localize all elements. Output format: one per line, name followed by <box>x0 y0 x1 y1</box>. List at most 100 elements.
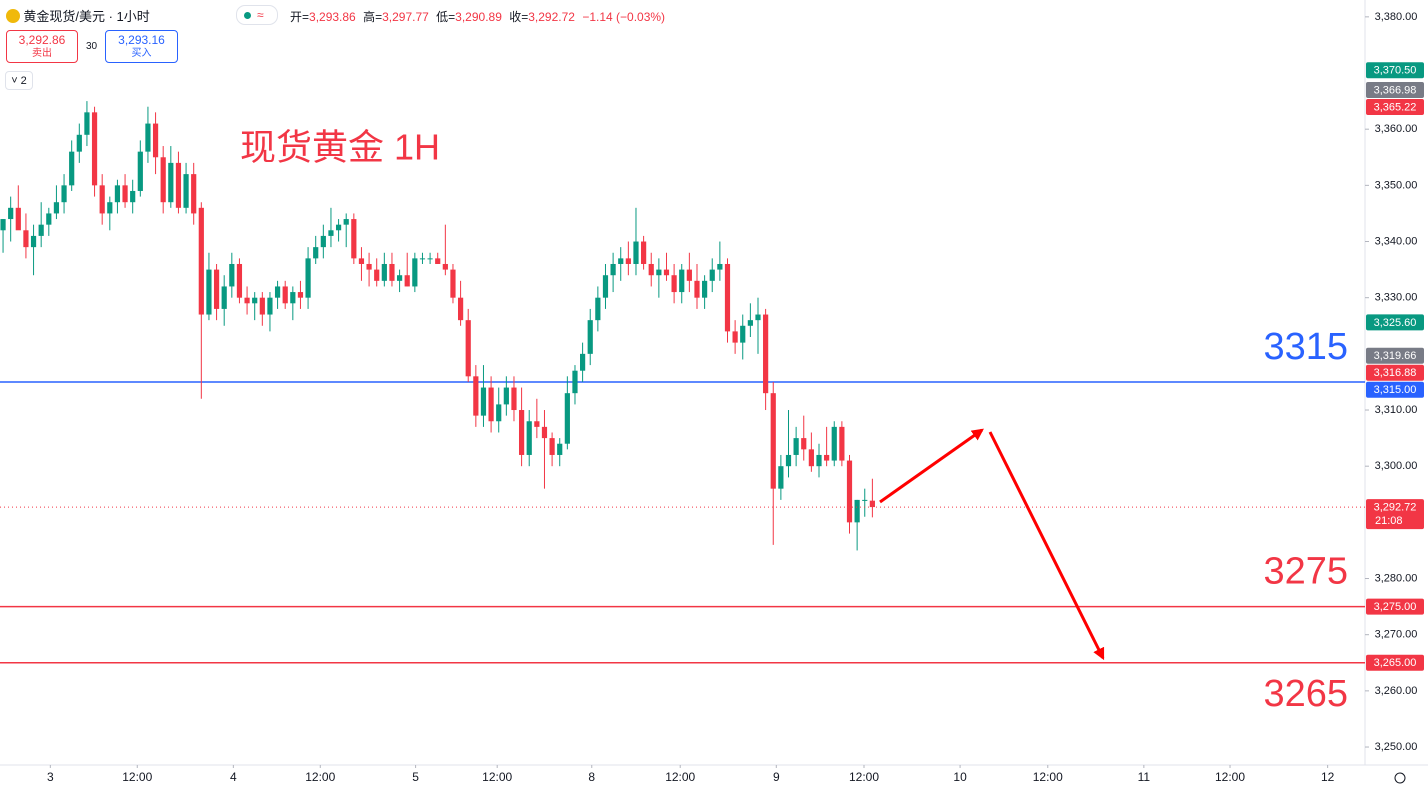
candle-body <box>84 112 90 135</box>
candle-body <box>213 269 220 309</box>
price-tag-label: 3,370.50 <box>1374 65 1417 77</box>
ohlc-label: 低= <box>436 10 456 24</box>
x-tick-label: 10 <box>953 770 967 784</box>
candle-body <box>252 297 258 304</box>
candle-body <box>53 202 60 214</box>
candle-body <box>473 376 479 416</box>
x-tick-label: 12:00 <box>305 770 335 784</box>
price-tag-label: 3,275.00 <box>1374 601 1417 613</box>
candle-body <box>358 258 365 264</box>
candle-body <box>38 224 44 236</box>
price-tag-label: 3,325.60 <box>1374 317 1417 329</box>
price-tag <box>1366 81 1424 98</box>
status-dot <box>244 12 251 19</box>
candle-body <box>122 185 128 203</box>
x-tick-label: 12:00 <box>1033 770 1063 784</box>
candle-body <box>755 314 761 321</box>
candle-body <box>221 286 227 309</box>
x-tick-label: 3 <box>47 770 54 784</box>
candle-body <box>91 112 98 186</box>
candle-body <box>15 207 21 231</box>
candle-body <box>534 421 540 427</box>
candle-body <box>130 190 136 203</box>
ohlc-label: 开= <box>290 10 310 24</box>
candle-body <box>694 280 700 298</box>
candle-body <box>297 292 304 298</box>
x-tick-label: 11 <box>1138 770 1151 784</box>
candle-body <box>518 410 525 455</box>
candle-body <box>702 280 708 298</box>
sell-button[interactable]: 3,292.86 卖出 <box>6 30 78 63</box>
candle-body <box>351 219 357 259</box>
x-tick-label: 12:00 <box>122 770 152 784</box>
candle-body <box>641 241 647 264</box>
candle-body <box>313 247 319 259</box>
candle-body <box>625 258 631 264</box>
indicator-count: 2 <box>20 75 27 87</box>
candle-body <box>503 387 509 405</box>
price-tag-label: 3,265.00 <box>1374 657 1417 669</box>
candle-body <box>869 500 875 508</box>
status-icon: ≈ <box>257 8 264 22</box>
y-tick-label: 3,300.00 <box>1375 460 1418 472</box>
price-tag-label: 3,319.66 <box>1374 350 1417 362</box>
candle-body <box>633 241 639 264</box>
price-tag-label: 3,316.88 <box>1374 367 1417 379</box>
candle-body <box>191 174 197 214</box>
candle-body <box>549 438 555 455</box>
candle-body <box>663 269 670 276</box>
candle-body <box>419 258 426 260</box>
candle-body <box>160 157 166 203</box>
candle-body <box>580 353 586 371</box>
ohlc-label: 收= <box>509 10 529 24</box>
candle-body <box>427 258 433 260</box>
candle-body <box>526 421 532 455</box>
candle-body <box>656 269 662 276</box>
candle-body <box>389 263 395 281</box>
buy-label: 买入 <box>131 48 152 59</box>
candle-body <box>404 275 410 287</box>
y-tick-label: 3,340.00 <box>1375 235 1418 247</box>
y-tick-label: 3,360.00 <box>1375 123 1418 135</box>
y-tick-label: 3,380.00 <box>1375 11 1418 23</box>
symbol[interactable]: 黄金现货/美元 · 1小时 <box>23 9 150 24</box>
level-label: 3265 <box>1263 673 1348 715</box>
candle-body <box>343 219 349 225</box>
candle-body <box>69 151 75 186</box>
candle-body <box>23 230 29 248</box>
sell-price: 3,292.86 <box>18 33 66 47</box>
candle-body <box>328 230 334 236</box>
candle-body <box>320 235 326 248</box>
candle-body <box>763 314 769 394</box>
x-tick-label: 12:00 <box>1215 770 1245 784</box>
symbol-bar: 黄金现货/美元 · 1小时 <box>6 6 150 25</box>
candle-body <box>564 393 570 444</box>
x-tick-label: 12:00 <box>482 770 512 784</box>
y-tick-label: 3,260.00 <box>1375 685 1418 697</box>
level-label: 3275 <box>1263 551 1348 593</box>
candle-body <box>374 269 380 281</box>
status-pill[interactable]: ≈ <box>236 5 278 25</box>
indicator-toggle[interactable]: ˅ 2 <box>5 71 33 90</box>
candle-body <box>740 325 746 343</box>
candle-body <box>465 320 471 377</box>
price-tag-label: 3,366.98 <box>1374 84 1417 96</box>
candle-body <box>724 263 731 332</box>
price-tag-label: 3,292.72 <box>1374 501 1417 513</box>
candle-body <box>686 269 692 281</box>
candle-body <box>61 185 67 203</box>
y-tick-label: 3,330.00 <box>1375 292 1418 304</box>
x-tick-label: 4 <box>230 770 237 784</box>
x-tick-label: 12 <box>1321 770 1335 784</box>
buy-button[interactable]: 3,293.16 买入 <box>105 30 178 63</box>
ohlc-legend: 开=3,293.86 高=3,297.77 低=3,290.89 收=3,292… <box>290 8 665 25</box>
price-tag <box>1366 98 1424 115</box>
settings-icon[interactable] <box>1394 772 1406 784</box>
price-tag-label: 3,315.00 <box>1374 384 1417 396</box>
ohlc-value: 3,290.89 <box>455 10 502 24</box>
candle-body <box>572 370 578 394</box>
y-tick-label: 3,280.00 <box>1375 572 1418 584</box>
change: −1.14 (−0.03%) <box>582 10 666 24</box>
price-tag <box>1366 654 1424 671</box>
